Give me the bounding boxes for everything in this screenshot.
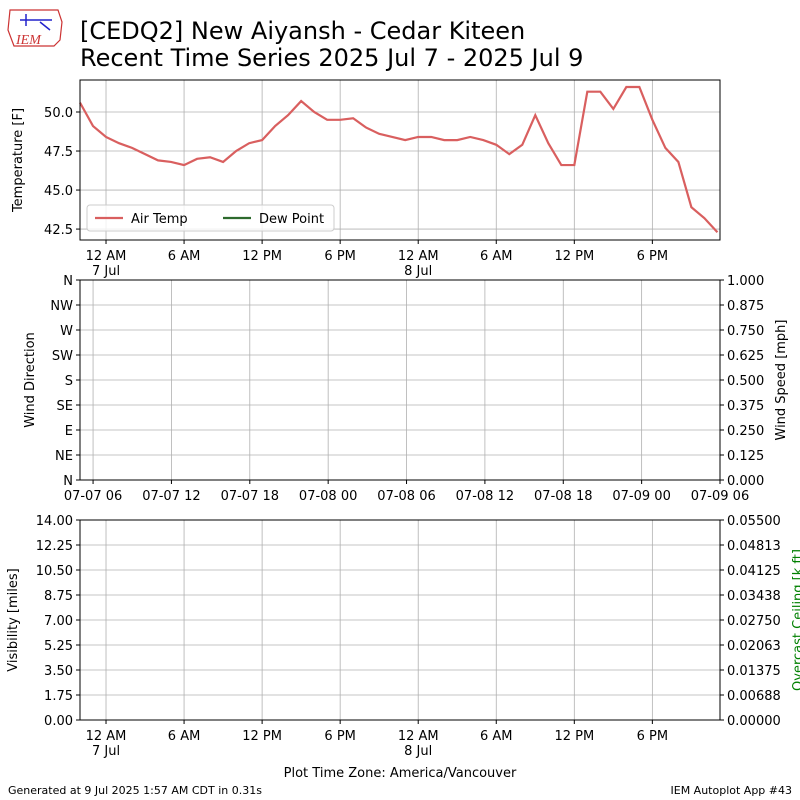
x-tick-label: 12 AM 7 Jul <box>86 729 127 759</box>
y-tick-label: W <box>60 324 73 339</box>
x-tick-label: 12 AM 7 Jul <box>86 249 127 279</box>
y-tick-label: NE <box>55 449 73 464</box>
y-axis-label: Wind Direction <box>23 332 38 428</box>
legend-label: Air Temp <box>131 212 188 227</box>
series-line <box>79 85 719 233</box>
y-tick-label: 3.50 <box>44 664 73 679</box>
x-tick-label: 07-07 12 <box>142 489 200 504</box>
x-tick-label: 07-08 06 <box>377 489 435 504</box>
title-line: [CEDQ2] New Aiyansh - Cedar Kiteen <box>80 17 525 45</box>
y-tick-label: 42.5 <box>44 223 73 238</box>
y2-tick-label: 0.05500 <box>727 514 781 529</box>
x-tick-label: 07-09 06 <box>691 489 749 504</box>
y2-axis-label: Overcast Ceiling [k ft] <box>791 549 800 691</box>
y2-tick-label: 0.01375 <box>727 664 781 679</box>
plot-frame <box>79 79 721 241</box>
x-tick-label: 07-07 18 <box>221 489 279 504</box>
y2-tick-label: 0.875 <box>727 299 764 314</box>
y-tick-label: SE <box>57 399 73 414</box>
x-tick-label: 12 PM <box>242 249 282 264</box>
y2-axis-label: Wind Speed [mph] <box>774 320 789 441</box>
y2-tick-label: 0.625 <box>727 349 764 364</box>
y2-tick-label: 0.04813 <box>727 539 781 554</box>
x-tick-label: 12 AM 8 Jul <box>398 249 439 279</box>
y2-tick-label: 0.04125 <box>727 564 781 579</box>
x-tick-label: 6 AM <box>168 249 201 264</box>
x-tick-label: 12 PM <box>554 249 594 264</box>
logo: IEM <box>7 9 63 48</box>
y2-tick-label: 0.000 <box>727 474 764 489</box>
title-line: Recent Time Series 2025 Jul 7 - 2025 Jul… <box>80 44 583 72</box>
y2-tick-label: 1.000 <box>727 274 764 289</box>
y2-tick-label: 0.750 <box>727 324 764 339</box>
plot-frame <box>79 279 721 481</box>
y-tick-label: 7.00 <box>44 614 73 629</box>
x-tick-label: 12 PM <box>242 729 282 744</box>
y2-tick-label: 0.02063 <box>727 639 781 654</box>
y-axis-label: Visibility [miles] <box>6 568 21 671</box>
y2-tick-label: 0.00688 <box>727 689 781 704</box>
x-tick-label: 12 AM 8 Jul <box>398 729 439 759</box>
y-tick-label: S <box>65 374 73 389</box>
y2-tick-label: 0.00000 <box>727 714 781 729</box>
x-tick-label: 07-08 18 <box>534 489 592 504</box>
y2-tick-label: 0.250 <box>727 424 764 439</box>
y-tick-label: 50.0 <box>44 106 73 121</box>
y-tick-label: 8.75 <box>44 589 73 604</box>
x-tick-label: 07-09 00 <box>612 489 670 504</box>
footer-right: IEM Autoplot App #43 <box>671 784 793 797</box>
y-tick-label: SW <box>52 349 73 364</box>
legend-box <box>86 204 335 232</box>
y-tick-label: 14.00 <box>36 514 73 529</box>
x-tick-label: 6 PM <box>324 729 355 744</box>
y-tick-label: 45.0 <box>44 184 73 199</box>
x-axis-label: Plot Time Zone: America/Vancouver <box>284 766 517 781</box>
x-tick-label: 6 AM <box>480 729 513 744</box>
y-tick-label: N <box>63 274 73 289</box>
y-tick-label: E <box>65 424 73 439</box>
y2-tick-label: 0.03438 <box>727 589 781 604</box>
x-tick-label: 07-08 12 <box>456 489 514 504</box>
x-tick-label: 6 AM <box>168 729 201 744</box>
y2-tick-label: 0.375 <box>727 399 764 414</box>
footer-left: Generated at 9 Jul 2025 1:57 AM CDT in 0… <box>8 784 262 797</box>
x-tick-label: 12 PM <box>554 729 594 744</box>
y-tick-label: 12.25 <box>36 539 73 554</box>
y-tick-label: N <box>63 474 73 489</box>
y-axis-label: Temperature [F] <box>11 108 26 213</box>
y-tick-label: 47.5 <box>44 145 73 160</box>
x-tick-label: 6 AM <box>480 249 513 264</box>
y-tick-label: NW <box>50 299 73 314</box>
y2-tick-label: 0.02750 <box>727 614 781 629</box>
y-tick-label: 10.50 <box>36 564 73 579</box>
y-tick-label: 5.25 <box>44 639 73 654</box>
x-tick-label: 6 PM <box>637 249 668 264</box>
y2-tick-label: 0.500 <box>727 374 764 389</box>
x-tick-label: 6 PM <box>637 729 668 744</box>
x-tick-label: 07-07 06 <box>64 489 122 504</box>
y2-tick-label: 0.125 <box>727 449 764 464</box>
svg-text:IEM: IEM <box>15 33 42 48</box>
legend-label: Dew Point <box>259 212 324 227</box>
plot-frame <box>79 519 721 721</box>
x-tick-label: 07-08 00 <box>299 489 357 504</box>
y-tick-label: 0.00 <box>44 714 73 729</box>
y-tick-label: 1.75 <box>44 689 73 704</box>
x-tick-label: 6 PM <box>324 249 355 264</box>
